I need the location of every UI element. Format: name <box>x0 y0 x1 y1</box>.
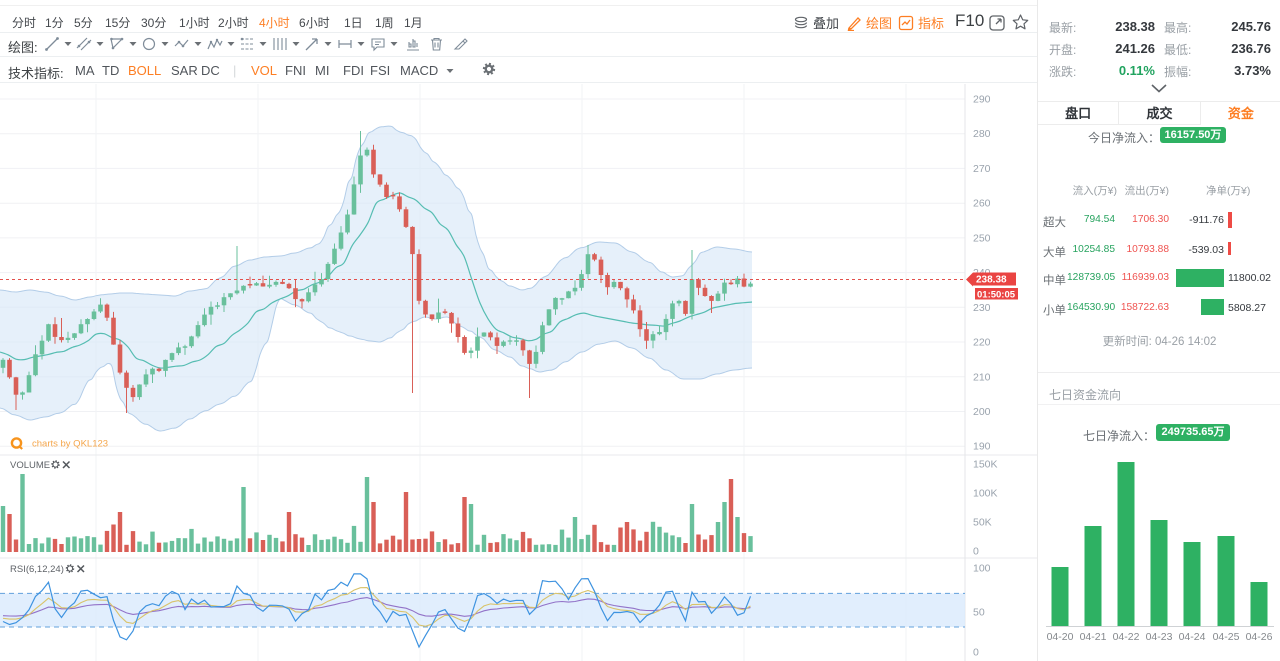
svg-text:250: 250 <box>973 232 991 244</box>
svg-text:04-23: 04-23 <box>1146 631 1173 643</box>
svg-text:01:50:05: 01:50:05 <box>977 289 1016 300</box>
svg-text:100: 100 <box>973 563 991 575</box>
svg-text:150K: 150K <box>973 459 998 471</box>
svg-text:220: 220 <box>973 337 991 349</box>
svg-text:04-22: 04-22 <box>1113 631 1140 643</box>
svg-text:270: 270 <box>973 163 991 175</box>
svg-text:280: 280 <box>973 128 991 140</box>
svg-text:238.38: 238.38 <box>976 275 1007 286</box>
svg-text:210: 210 <box>973 371 991 383</box>
svg-text:50: 50 <box>973 607 985 619</box>
svg-text:RSI(6,12,24): RSI(6,12,24) <box>10 564 64 575</box>
svg-text:04-25: 04-25 <box>1213 631 1240 643</box>
svg-text:04-24: 04-24 <box>1179 631 1206 643</box>
svg-text:260: 260 <box>973 198 991 210</box>
svg-text:charts by QKL123: charts by QKL123 <box>32 439 108 450</box>
svg-text:200: 200 <box>973 406 991 418</box>
svg-text:230: 230 <box>973 302 991 314</box>
svg-text:100K: 100K <box>973 488 998 500</box>
svg-text:04-26: 04-26 <box>1246 631 1273 643</box>
svg-text:0: 0 <box>973 546 979 558</box>
svg-text:04-21: 04-21 <box>1080 631 1107 643</box>
svg-text:VOLUME: VOLUME <box>10 460 50 471</box>
svg-text:04-20: 04-20 <box>1047 631 1074 643</box>
svg-text:290: 290 <box>973 94 991 106</box>
svg-text:190: 190 <box>973 441 991 453</box>
svg-text:0: 0 <box>973 647 979 659</box>
svg-text:50K: 50K <box>973 517 992 529</box>
